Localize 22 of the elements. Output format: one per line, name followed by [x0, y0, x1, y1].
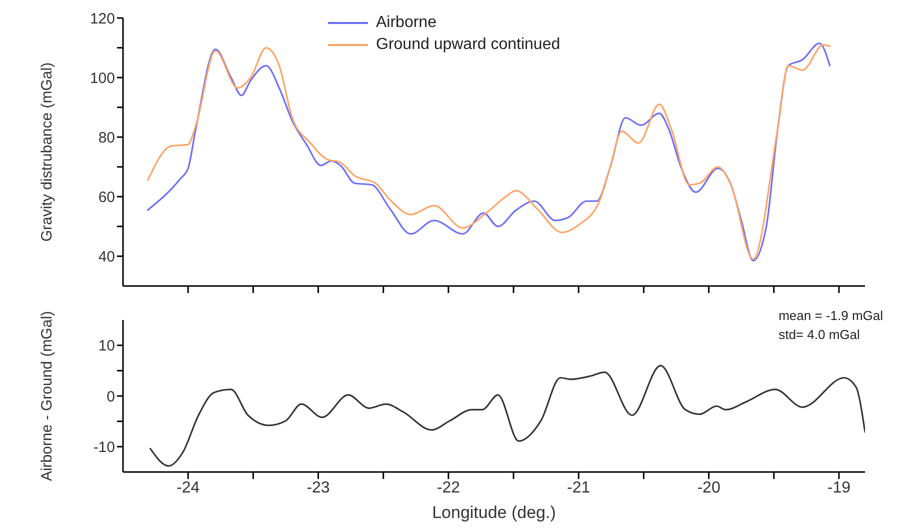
annotation: mean = -1.9 mGal [778, 307, 883, 325]
y-axis-title: Gravity distrubance (mGal) [38, 62, 56, 242]
legend-label: Ground upward continued [376, 35, 560, 55]
y-axis-title: Airborne - Ground (mGal) [38, 310, 56, 482]
x-tick-label: -23 [306, 479, 330, 496]
y-tick-label: -10 [93, 438, 115, 456]
x-tick-label: -20 [697, 479, 720, 496]
x-tick-label: -22 [436, 479, 460, 496]
y-tick-label: 10 [98, 338, 115, 355]
y-tick-label: 100 [90, 70, 115, 87]
y-tick-label: 120 [90, 10, 115, 28]
y-tick-label: 0 [106, 388, 115, 406]
y-tick-label: 60 [98, 188, 115, 206]
x-tick-label: -21 [567, 479, 590, 496]
x-axis-title: Longitude (deg.) [432, 503, 556, 522]
x-tick-label: -24 [176, 479, 200, 496]
annotation: std= 4.0 mGal [778, 326, 861, 344]
y-tick-label: 80 [98, 129, 115, 146]
y-tick-label: 40 [98, 248, 115, 266]
x-tick-label: -19 [827, 479, 851, 496]
line-series [150, 364, 865, 467]
legend-label: Airborne [376, 13, 436, 33]
